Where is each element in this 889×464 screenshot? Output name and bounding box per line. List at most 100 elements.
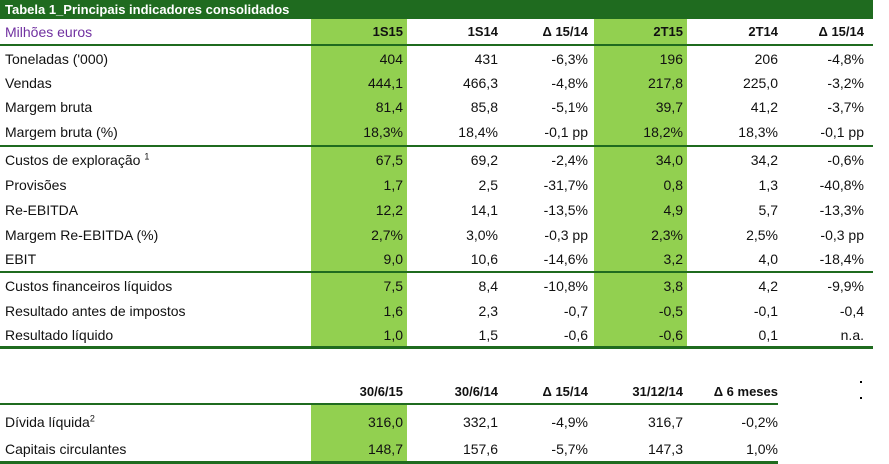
highlight-column-2t15 <box>594 19 687 346</box>
row-label: Dívida líquida2 <box>5 410 95 434</box>
table-row: Capitais circulantes 148,7 157,6 -5,7% 1… <box>0 437 873 461</box>
cell: 2,3% <box>651 227 683 243</box>
cell: 3,0% <box>466 227 498 243</box>
table-row: Margem Re-EBITDA (%) 2,7% 3,0% -0,3 pp 2… <box>0 223 873 247</box>
cell: 10,6 <box>470 251 498 267</box>
cell: -18,4% <box>819 251 864 267</box>
table-row: Re-EBITDA 12,2 14,1 -13,5% 4,9 5,7 -13,3… <box>0 198 873 222</box>
cell: 2,5 <box>478 177 498 193</box>
cell: -0,1 <box>753 303 778 319</box>
cell: 4,9 <box>663 202 683 218</box>
cell: -0,4 <box>839 303 864 319</box>
cell: -5,7% <box>551 441 588 457</box>
cell: 466,3 <box>462 75 498 91</box>
row-label: Margem bruta <box>5 99 93 115</box>
row-label: Resultado antes de impostos <box>5 303 186 319</box>
table-row: Margem bruta (%) 18,3% 18,4% -0,1 pp 18,… <box>0 120 873 144</box>
cell: -31,7% <box>543 177 588 193</box>
table-row: Dívida líquida2 316,0 332,1 -4,9% 316,7 … <box>0 410 873 434</box>
cell: 1,0 <box>383 327 403 343</box>
row-label: Capitais circulantes <box>5 441 127 457</box>
cell: 41,2 <box>750 99 778 115</box>
cell: 316,7 <box>647 414 683 430</box>
cell: 0,1 <box>758 327 778 343</box>
cell: 4,0 <box>758 251 778 267</box>
cell: 85,8 <box>470 99 498 115</box>
cell: -5,1% <box>551 99 588 115</box>
cell: 431 <box>474 51 498 67</box>
table1-bottom-border <box>0 346 873 349</box>
cell: -0,3 pp <box>820 227 864 243</box>
table2-bottom-border <box>0 461 778 464</box>
highlight-column-1s15 <box>311 19 407 346</box>
cell: 332,1 <box>462 414 498 430</box>
cell: 5,7 <box>758 202 778 218</box>
cell: 217,8 <box>647 75 683 91</box>
cell: -13,3% <box>819 202 864 218</box>
table2-header-divider <box>0 403 778 405</box>
header-delta-6-months: Δ 6 meses <box>713 384 778 399</box>
row-label: EBIT <box>5 251 37 267</box>
cell: 18,4% <box>458 124 498 140</box>
table-row: Custos financeiros líquidos 7,5 8,4 -10,… <box>0 274 873 298</box>
header-1s15: 1S15 <box>372 24 403 39</box>
cell: -14,6% <box>543 251 588 267</box>
cell: -0,5 <box>658 303 683 319</box>
table-row: Resultado antes de impostos 1,6 2,3 -0,7… <box>0 299 873 323</box>
row-label: Margem Re-EBITDA (%) <box>5 227 159 243</box>
row-label: Margem bruta (%) <box>5 124 118 140</box>
table-title: Tabela 1_Principais indicadores consolid… <box>0 0 873 19</box>
cell: 81,4 <box>375 99 403 115</box>
cell: 1,5 <box>478 327 498 343</box>
cell: 2,3 <box>478 303 498 319</box>
cell: -0,3 pp <box>544 227 588 243</box>
highlight-column-30-6-15 <box>311 405 407 461</box>
cell: 1,7 <box>383 177 403 193</box>
table-row: Provisões 1,7 2,5 -31,7% 0,8 1,3 -40,8% <box>0 173 873 197</box>
cell: -10,8% <box>543 278 588 294</box>
header-delta-quarter: Δ 15/14 <box>818 24 865 39</box>
cell: 14,1 <box>470 202 498 218</box>
table-row: Vendas 444,1 466,3 -4,8% 217,8 225,0 -3,… <box>0 71 873 95</box>
cell: -4,9% <box>551 414 588 430</box>
cell: 39,7 <box>655 99 683 115</box>
cell: 444,1 <box>367 75 403 91</box>
cell: 9,0 <box>383 251 403 267</box>
row-label: Custos de exploração 1 <box>5 148 149 172</box>
row-label: Toneladas ('000) <box>5 51 109 67</box>
table-row: EBIT 9,0 10,6 -14,6% 3,2 4,0 -18,4% <box>0 247 873 271</box>
cell: 148,7 <box>367 441 403 457</box>
cell: 69,2 <box>470 152 498 168</box>
cell: 196 <box>659 51 683 67</box>
cell: 18,3% <box>363 124 403 140</box>
section-divider <box>0 271 873 273</box>
cell: -6,3% <box>551 51 588 67</box>
cell: 3,2 <box>663 251 683 267</box>
cell: -0,6% <box>827 152 864 168</box>
header-delta-year: Δ 15/14 <box>542 384 589 399</box>
stray-mark <box>860 381 862 383</box>
cell: 18,3% <box>738 124 778 140</box>
cell: -4,8% <box>827 51 864 67</box>
table2-header-row: 30/6/15 30/6/14 Δ 15/14 31/12/14 Δ 6 mes… <box>0 380 873 404</box>
cell: 2,7% <box>371 227 403 243</box>
row-label-text: Custos de exploração <box>5 152 141 168</box>
cell: 316,0 <box>367 414 403 430</box>
cell: 34,0 <box>655 152 683 168</box>
cell: -0,2% <box>741 414 778 430</box>
cell: 147,3 <box>647 441 683 457</box>
cell: -40,8% <box>819 177 864 193</box>
header-divider <box>0 44 873 46</box>
table1-header-row: Milhões euros 1S15 1S14 Δ 15/14 2T15 2T1… <box>0 20 873 44</box>
unit-label: Milhões euros <box>5 24 93 40</box>
header-delta-semester: Δ 15/14 <box>542 24 589 39</box>
row-label: Resultado líquido <box>5 327 114 343</box>
cell: -0,1 pp <box>820 124 864 140</box>
footnote-marker: 1 <box>144 151 150 162</box>
row-label: Re-EBITDA <box>5 202 79 218</box>
table-row: Toneladas ('000) 404 431 -6,3% 196 206 -… <box>0 47 873 71</box>
cell: 225,0 <box>742 75 778 91</box>
section-divider <box>0 145 873 147</box>
cell: -3,7% <box>827 99 864 115</box>
cell: 3,8 <box>663 278 683 294</box>
